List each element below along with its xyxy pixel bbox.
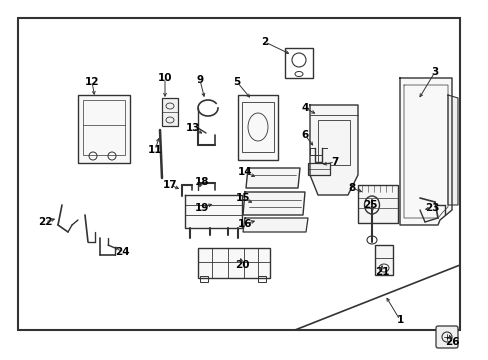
Polygon shape [245,168,299,188]
Text: 25: 25 [362,200,376,210]
Polygon shape [447,95,457,205]
Text: 16: 16 [237,219,252,229]
Text: 21: 21 [374,267,388,277]
Text: 19: 19 [194,203,209,213]
Bar [200,276,207,282]
Bar [238,95,278,160]
Text: 2: 2 [261,37,268,47]
Text: 12: 12 [84,77,99,87]
Bar [285,48,312,78]
Polygon shape [243,192,305,215]
Text: 6: 6 [301,130,308,140]
Text: 8: 8 [347,183,355,193]
Text: 7: 7 [331,157,338,167]
Bar [374,245,392,275]
FancyBboxPatch shape [435,326,457,348]
Bar [162,98,178,126]
Text: 14: 14 [237,167,252,177]
Bar [198,248,269,278]
Text: 13: 13 [185,123,200,133]
Text: 5: 5 [233,77,240,87]
Text: 10: 10 [158,73,172,83]
Text: 23: 23 [424,203,438,213]
Text: 20: 20 [234,260,249,270]
Text: 24: 24 [115,247,129,257]
Ellipse shape [364,196,379,214]
Bar [357,185,397,223]
Text: 17: 17 [163,180,177,190]
Text: 11: 11 [147,145,162,155]
Text: 3: 3 [430,67,438,77]
Polygon shape [399,78,451,225]
Text: 26: 26 [444,337,458,347]
Text: 4: 4 [301,103,308,113]
Bar [317,120,349,165]
Bar [242,102,273,152]
Text: 15: 15 [235,193,250,203]
Polygon shape [243,218,307,232]
Bar [18,18,459,330]
Bar [78,95,130,163]
Bar [258,276,265,282]
Text: 9: 9 [196,75,203,85]
Bar [307,163,329,175]
Polygon shape [309,105,357,195]
Text: 1: 1 [396,315,403,325]
Text: 22: 22 [38,217,52,227]
Text: 18: 18 [194,177,209,187]
Polygon shape [184,195,242,228]
Bar [83,100,125,155]
